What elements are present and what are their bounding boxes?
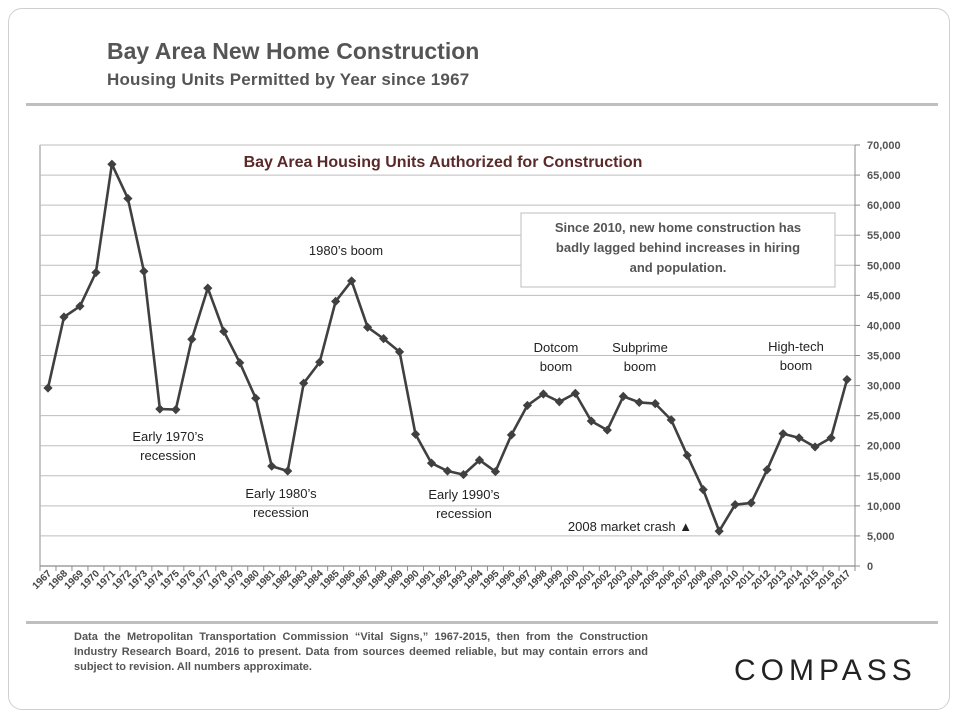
data-point <box>746 498 756 508</box>
data-point <box>299 378 309 388</box>
data-point <box>442 466 453 476</box>
data-point <box>203 283 213 293</box>
data-point <box>682 450 692 460</box>
data-point <box>842 374 852 385</box>
x-tick-label: 2017 <box>830 568 854 592</box>
y-tick-label: 30,000 <box>867 381 901 393</box>
data-point <box>602 425 612 435</box>
data-point <box>267 461 277 471</box>
data-point <box>123 193 133 204</box>
top-divider <box>26 103 938 106</box>
data-point <box>698 485 708 495</box>
data-point <box>139 266 149 276</box>
source-note: Data the Metropolitan Transportation Com… <box>74 631 648 673</box>
y-tick-label: 45,000 <box>867 290 901 302</box>
page-title: Bay Area New Home Construction <box>107 38 480 64</box>
y-tick-label: 55,000 <box>867 230 901 242</box>
annotation-rec1980: recession <box>253 505 309 520</box>
annotation-subprime: boom <box>624 359 657 374</box>
data-point <box>410 429 421 439</box>
data-point <box>458 469 469 480</box>
data-point <box>107 159 117 169</box>
y-tick-label: 35,000 <box>867 351 901 363</box>
data-point <box>506 430 517 440</box>
y-tick-label: 10,000 <box>867 501 901 513</box>
annotation-dotcom: boom <box>540 359 573 374</box>
data-point <box>714 526 724 536</box>
y-tick-label: 60,000 <box>867 200 901 212</box>
annotation-rec1980: Early 1980’s <box>245 486 317 501</box>
callout-text: Since 2010, new home construction has <box>555 220 801 235</box>
data-point <box>650 399 660 409</box>
data-point <box>331 296 341 306</box>
card-frame <box>8 8 950 710</box>
y-tick-label: 15,000 <box>867 471 901 483</box>
data-point <box>155 404 165 414</box>
data-point <box>586 416 596 426</box>
data-point <box>235 358 245 368</box>
data-point <box>362 322 373 332</box>
callout-box <box>520 212 836 288</box>
data-point <box>762 465 772 475</box>
data-point <box>171 405 181 415</box>
page-subtitle: Housing Units Permitted by Year since 19… <box>107 70 470 89</box>
data-point <box>315 357 325 367</box>
annotation-boom1980: 1980’s boom <box>309 243 383 258</box>
data-point <box>826 433 836 443</box>
data-point <box>794 433 804 443</box>
data-point <box>618 391 628 401</box>
y-tick-label: 65,000 <box>867 170 901 182</box>
y-tick-label: 20,000 <box>867 441 901 453</box>
data-point <box>426 458 437 468</box>
data-point <box>251 393 261 403</box>
data-point <box>474 455 485 465</box>
data-point <box>554 397 564 407</box>
annotation-rec1990: Early 1990’s <box>428 487 500 502</box>
annotation-dotcom: Dotcom <box>534 340 579 355</box>
y-tick-label: 25,000 <box>867 411 901 423</box>
data-point <box>91 267 101 278</box>
annotation-rec1970: Early 1970’s <box>132 429 204 444</box>
data-point <box>43 383 53 393</box>
data-point <box>810 442 820 452</box>
data-point <box>187 334 197 344</box>
y-tick-label: 0 <box>867 561 873 573</box>
data-point <box>634 397 644 408</box>
y-tick-label: 5,000 <box>867 531 895 543</box>
chart-title: Bay Area Housing Units Authorized for Co… <box>244 154 643 171</box>
bottom-divider <box>26 621 938 624</box>
y-tick-label: 40,000 <box>867 320 901 332</box>
data-point <box>490 466 501 477</box>
data-point <box>730 500 740 510</box>
y-tick-label: 50,000 <box>867 260 901 272</box>
data-point <box>378 334 389 344</box>
annotation-crash: 2008 market crash ▲ <box>568 519 692 534</box>
callout-text: badly lagged behind increases in hiring <box>556 240 800 255</box>
compass-logo: COMPASS <box>734 654 917 687</box>
data-point <box>347 276 357 286</box>
annotation-rec1970: recession <box>140 448 196 463</box>
data-point <box>219 326 229 337</box>
data-point <box>59 312 69 322</box>
data-point <box>394 347 405 357</box>
data-point <box>75 301 85 311</box>
callout-text: and population. <box>630 260 727 275</box>
annotation-hightech: High-tech <box>768 339 824 354</box>
annotation-rec1990: recession <box>436 506 492 521</box>
annotation-subprime: Subprime <box>612 340 668 355</box>
data-point <box>570 388 580 398</box>
data-point <box>283 466 293 476</box>
y-tick-label: 70,000 <box>867 140 901 152</box>
data-point <box>522 400 533 411</box>
data-point <box>538 389 548 399</box>
data-point <box>778 429 788 439</box>
annotation-hightech: boom <box>780 358 813 373</box>
data-point <box>666 415 676 425</box>
